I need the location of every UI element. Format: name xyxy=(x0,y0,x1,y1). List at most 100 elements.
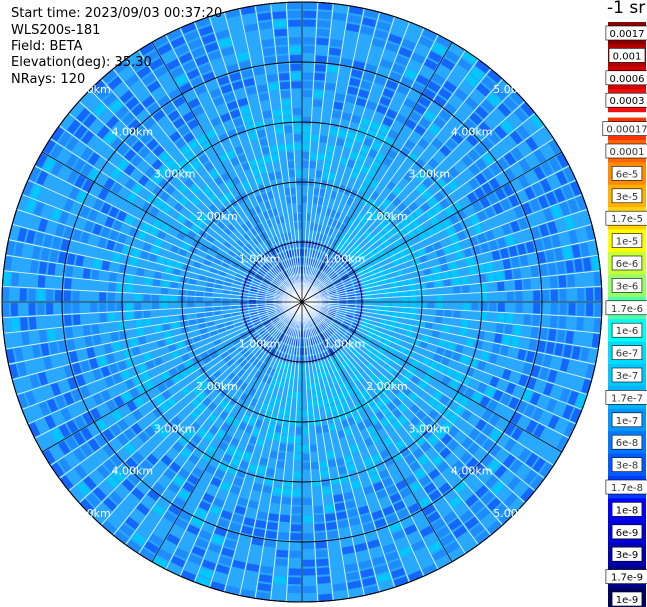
range-gate-cell xyxy=(275,254,281,262)
range-gate-cell xyxy=(495,188,506,201)
range-gate-cell xyxy=(346,398,354,407)
ray-separator xyxy=(194,301,303,583)
range-gate-cell xyxy=(368,223,377,232)
range-gate-cell xyxy=(233,117,244,127)
range-gate-cell xyxy=(336,286,344,291)
range-gate-cell xyxy=(563,166,576,182)
range-gate-cell xyxy=(213,395,223,405)
range-gate-cell xyxy=(369,237,378,245)
range-gate-cell xyxy=(576,273,584,287)
range-gate-cell xyxy=(58,251,67,264)
range-gate-cell xyxy=(362,230,371,238)
range-gate-cell xyxy=(289,550,301,558)
range-gate-cell xyxy=(66,253,76,265)
range-gate-cell xyxy=(28,166,41,182)
range-gate-cell xyxy=(287,435,295,443)
range-gate-cell xyxy=(351,200,359,209)
colorbar-label: 1.7e-6 xyxy=(611,304,643,315)
range-gate-cell xyxy=(426,309,435,316)
range-gate-cell xyxy=(44,415,56,430)
range-gate-cell xyxy=(214,176,224,186)
range-gate-cell xyxy=(428,124,441,136)
range-gate-cell xyxy=(466,400,478,412)
range-gate-cell xyxy=(137,481,151,494)
range-gate-cell xyxy=(309,223,315,231)
range-gate-cell xyxy=(360,429,370,439)
range-gate-cell xyxy=(466,457,479,470)
colorbar-label-box xyxy=(602,121,647,136)
range-gate-cell xyxy=(376,399,385,409)
range-gate-cell xyxy=(152,279,161,287)
range-gate-cell xyxy=(213,297,221,302)
range-gate-cell xyxy=(109,99,123,113)
range-gate-cell xyxy=(271,593,286,602)
range-gate-cell xyxy=(284,260,289,268)
range-gate-cell xyxy=(320,323,326,330)
range-gate-cell xyxy=(314,345,319,354)
range-gate-cell xyxy=(293,462,302,470)
range-gate-cell xyxy=(266,357,273,365)
range-gate-cell xyxy=(148,341,158,351)
range-gate-cell xyxy=(399,487,412,499)
range-gate-cell xyxy=(559,358,570,372)
range-gate-cell xyxy=(275,277,282,283)
range-gate-cell xyxy=(433,475,446,488)
range-gate-cell xyxy=(556,436,569,451)
range-gate-cell xyxy=(147,489,160,502)
range-gate-cell xyxy=(361,321,369,327)
range-gate-cell xyxy=(222,302,230,306)
range-gate-cell xyxy=(106,240,116,251)
range-gate-cell xyxy=(419,475,431,487)
range-gate-cell xyxy=(162,353,171,363)
range-gate-cell xyxy=(121,478,135,492)
range-gate-cell xyxy=(263,241,270,249)
range-gate-cell xyxy=(236,126,247,136)
range-gate-cell xyxy=(250,368,258,376)
range-gate-cell xyxy=(100,366,111,378)
range-gate-cell xyxy=(468,357,478,368)
range-gate-cell xyxy=(293,471,302,479)
range-gate-cell xyxy=(470,284,479,293)
range-gate-cell xyxy=(448,180,459,192)
range-gate-cell xyxy=(147,80,161,93)
range-gate-cell xyxy=(280,197,287,205)
range-gate-cell xyxy=(250,311,258,316)
range-gate-cell xyxy=(52,178,64,193)
range-gate-cell xyxy=(198,275,207,281)
range-gate-cell xyxy=(365,530,378,541)
range-gate-cell xyxy=(248,463,258,473)
range-gate-cell xyxy=(403,224,413,234)
range-gate-cell xyxy=(137,363,147,374)
range-gate-cell xyxy=(159,346,169,356)
range-gate-cell xyxy=(485,332,494,342)
range-gate-cell xyxy=(385,42,399,53)
ray-separator xyxy=(270,3,303,303)
range-gate-cell xyxy=(501,223,512,236)
range-gate-cell xyxy=(294,231,299,239)
range-gate-cell xyxy=(265,276,272,282)
range-gate-cell xyxy=(270,218,277,226)
range-gate-cell xyxy=(250,398,258,407)
range-gate-cell xyxy=(427,158,439,169)
range-gate-cell xyxy=(315,532,326,540)
range-gate-cell xyxy=(518,415,530,430)
range-gate-cell xyxy=(54,302,62,314)
range-gate-cell xyxy=(395,351,404,359)
range-gate-cell xyxy=(556,261,566,274)
ray-separator xyxy=(301,138,554,303)
range-ring-labels: 1.00km2.00km3.00km4.00km5.00km1.00km2.00… xyxy=(69,83,535,520)
range-gate-cell xyxy=(103,497,117,512)
range-gate-cell xyxy=(333,320,341,326)
range-gate-cell xyxy=(349,342,357,349)
range-gate-cell xyxy=(593,318,602,333)
range-gate-cell xyxy=(351,339,359,347)
range-gate-cell xyxy=(375,441,386,452)
range-gate-cell xyxy=(470,523,485,537)
range-gate-cell xyxy=(290,63,302,71)
range-gate-cell xyxy=(570,181,582,196)
range-gate-cell xyxy=(409,461,421,472)
range-gate-cell xyxy=(365,298,373,302)
range-gate-cell xyxy=(157,211,167,221)
range-gate-cell xyxy=(269,504,280,513)
range-gate-cell xyxy=(49,249,59,263)
